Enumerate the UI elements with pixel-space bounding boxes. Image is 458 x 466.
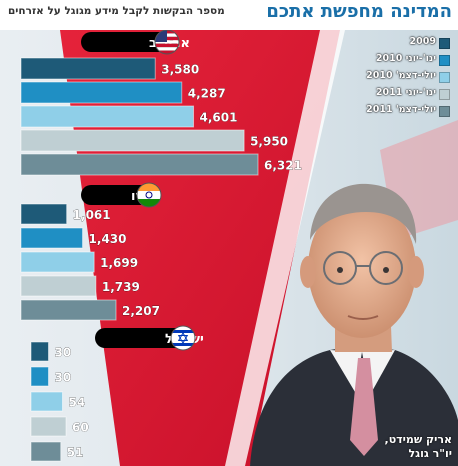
- bar-value-label: 4,601: [200, 111, 238, 125]
- bar-value-label: 4,287: [188, 87, 226, 101]
- bar-chart: ארה"ב 3,580 4,287 4,601 5,950 6,321 הודו1,061 1…: [20, 30, 302, 462]
- bar-value-label: 1,061: [73, 208, 111, 222]
- bar: [20, 81, 183, 104]
- bar: [20, 251, 95, 273]
- israel-flag-icon: [170, 325, 196, 351]
- panel-label-bg: [81, 32, 179, 52]
- panel-label-bg: [95, 328, 195, 348]
- legend-item: יולי-דצמ' 2011: [336, 104, 450, 119]
- bar-value-label: 5,950: [250, 135, 288, 149]
- photo-caption: אריק שמידט, יו"ר גוגל: [362, 433, 452, 461]
- chart-title: המדינה מחפשת אתכם: [266, 1, 452, 22]
- bar: [20, 129, 245, 152]
- legend-label: ינו'-יוני 2010: [375, 53, 436, 64]
- legend-item: 2009: [336, 36, 450, 51]
- bar-value-label: 54: [69, 396, 86, 410]
- bar: [20, 57, 156, 80]
- chart-legend: 2009 ינו'-יוני 2010 יולי-דצמ' 2010 ינו'-…: [336, 36, 450, 121]
- legend-swatch: [439, 106, 450, 117]
- bar-value-label: 1,739: [102, 280, 140, 294]
- bar-value-label: 2,207: [122, 304, 160, 318]
- caption-name: אריק שמידט,: [384, 433, 452, 446]
- legend-label: 2009: [409, 36, 436, 47]
- panel-header: הודו: [81, 182, 162, 208]
- panel-1: הודו1,061 1,430 1,699 1,739 2,207: [20, 182, 162, 321]
- chart-header: המדינה מחפשת אתכם מספר הבקשות לקבל מידע …: [0, 0, 458, 30]
- bar: [20, 203, 68, 225]
- legend-swatch: [439, 38, 450, 49]
- bar-value-label: 30: [55, 371, 72, 385]
- bar: [20, 153, 259, 176]
- bar-value-label: 30: [55, 346, 72, 360]
- bar-value-label: 60: [72, 421, 89, 435]
- chart-subtitle: מספר הבקשות לקבל מידע מגוגל על אזרחים: [8, 5, 225, 17]
- legend-item: ינו'-יוני 2011: [336, 87, 450, 102]
- india-flag-icon: [136, 182, 162, 208]
- bar: [30, 366, 49, 387]
- panel-header: ישראל: [95, 325, 204, 351]
- bar: [30, 341, 49, 362]
- bar: [20, 227, 84, 249]
- legend-label: ינו'-יוני 2011: [375, 87, 436, 98]
- caption-role: יו"ר גוגל: [408, 447, 452, 460]
- bar-value-label: 1,430: [89, 232, 127, 246]
- panel-2: ישראל 30 30 54 60 51: [30, 325, 204, 462]
- bar: [30, 416, 67, 437]
- bar: [20, 275, 97, 297]
- bar-value-label: 3,580: [161, 63, 199, 77]
- legend-label: יולי-דצמ' 2010: [366, 70, 436, 81]
- bar-value-label: 6,321: [264, 159, 302, 173]
- usa-flag-icon: [154, 30, 180, 55]
- bar-value-label: 1,699: [100, 256, 138, 270]
- panel-0: ארה"ב 3,580 4,287 4,601 5,950 6,321: [20, 30, 302, 176]
- bar: [20, 105, 195, 128]
- panel-header: ארה"ב: [81, 30, 190, 55]
- legend-item: ינו'-יוני 2010: [336, 53, 450, 68]
- legend-swatch: [439, 72, 450, 83]
- legend-item: יולי-דצמ' 2010: [336, 70, 450, 85]
- bar-value-label: 51: [67, 446, 84, 460]
- legend-label: יולי-דצמ' 2011: [366, 104, 436, 115]
- legend-swatch: [439, 55, 450, 66]
- bar: [30, 441, 62, 462]
- legend-swatch: [439, 89, 450, 100]
- bar: [30, 391, 63, 412]
- bar: [20, 299, 117, 321]
